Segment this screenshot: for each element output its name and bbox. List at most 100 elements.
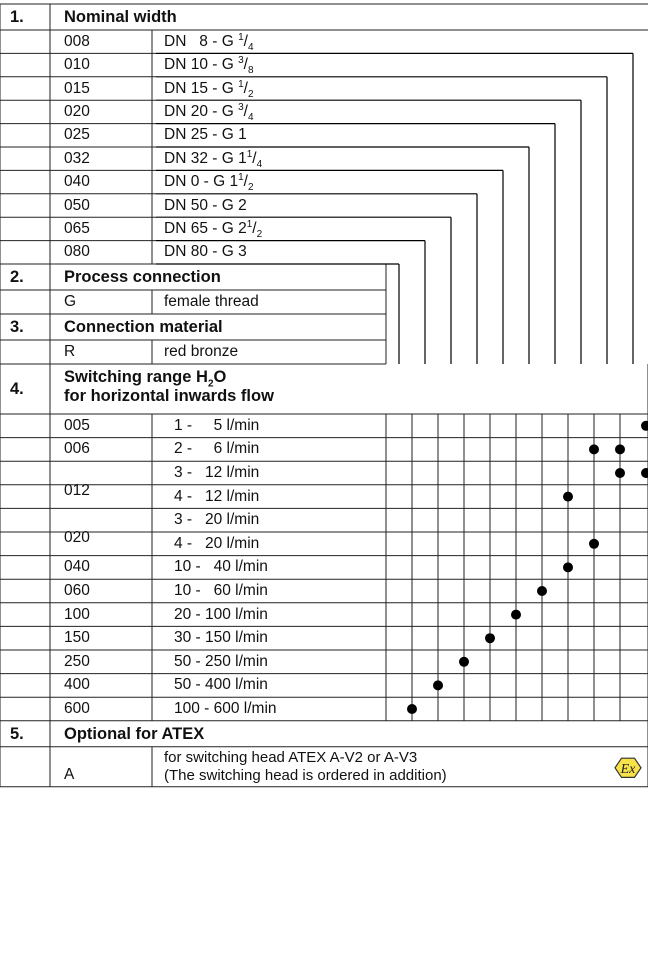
selection-dot (459, 656, 469, 667)
nominal-width-label: DN 0 - G 11/2 (164, 171, 254, 194)
nominal-width-code: 010 (64, 56, 90, 74)
switching-range-label: 3 - 12 l/min (174, 464, 260, 481)
switching-range-label: 50 - 400 l/min (174, 676, 268, 694)
fraction-denominator: 2 (247, 88, 254, 100)
selection-dot (407, 704, 417, 714)
nominal-width-text: DN 50 - G 2 (164, 196, 247, 214)
nominal-width-code: 025 (64, 126, 90, 144)
process_connection-code: G (64, 293, 77, 310)
selection-dot (615, 468, 625, 478)
nominal-width-code: 065 (64, 219, 90, 237)
nominal-width-code: 008 (64, 32, 90, 50)
section-title: Process connection (64, 268, 221, 286)
fraction-denominator: 4 (247, 111, 254, 123)
nominal-width-label: DN 32 - G 11/4 (164, 148, 263, 170)
atex-description-line2: (The switching head is ordered in additi… (164, 766, 447, 784)
switching-range-label: 30 - 150 l/min (174, 629, 268, 647)
switching-range-code: 400 (64, 676, 90, 694)
switching-range-code: 250 (64, 652, 90, 670)
nominal-width-text: DN 10 - G (164, 56, 239, 74)
switching-range-code: 005 (64, 416, 90, 434)
section-number: 2. (10, 268, 24, 286)
nominal-width-text: DN 65 - G 2 (164, 219, 247, 237)
switching-range-code: 012 (64, 481, 90, 499)
nominal-width-text: DN 32 - G 1 (164, 149, 247, 167)
nominal-width-label: DN 10 - G 3/8 (164, 54, 254, 77)
switching-range-label: 4 - 12 l/min (174, 487, 260, 505)
nominal-width-text: DN 15 - G (164, 79, 239, 97)
selection-dot (563, 562, 573, 573)
switching-range-label: 10 - 40 l/min (174, 558, 268, 576)
switching-range-code: 020 (64, 529, 90, 546)
fraction-numerator: 3 (238, 101, 244, 113)
section-number: 1. (10, 8, 24, 26)
fraction-numerator: 1 (238, 171, 244, 183)
nominal-width-label: DN 25 - G 1 (164, 127, 247, 143)
connection_material-label: red bronze (164, 343, 239, 360)
atex-ex-icon-label: Ex (620, 762, 637, 777)
fraction-numerator: 1 (246, 218, 253, 230)
fraction-denominator: 4 (256, 158, 263, 170)
nominal-width-text: DN 20 - G (164, 102, 239, 120)
selection-dot (537, 586, 547, 596)
section-title-part: O (213, 368, 227, 386)
nominal-width-text: DN 80 - G 3 (164, 243, 247, 261)
section-subtitle: for horizontal inwards flow (64, 387, 274, 405)
selection-dot (641, 468, 648, 478)
switching-range-label: 50 - 250 l/min (174, 652, 268, 670)
nominal-width-text: DN 25 - G 1 (164, 126, 247, 144)
selection-dot (433, 680, 443, 691)
section-title: Optional for ATEX (64, 724, 205, 743)
fraction-denominator: 4 (247, 41, 254, 53)
switching-range-label: 4 - 20 l/min (174, 534, 260, 552)
switching-range-label: 10 - 60 l/min (174, 582, 268, 599)
selection-dot (615, 444, 625, 455)
switching-range-code: 060 (64, 582, 90, 599)
nominal-width-label: DN 8 - G 1/4 (164, 31, 254, 53)
switching-range-label: 100 - 600 l/min (174, 700, 277, 717)
nominal-width-label: DN 20 - G 3/4 (164, 101, 254, 123)
fraction-numerator: 1 (246, 148, 253, 160)
section-number: 3. (10, 318, 24, 336)
switching-range-label: 1 - 5 l/min (174, 416, 260, 434)
nominal-width-text: DN 0 - G 1 (164, 173, 239, 191)
nominal-width-code: 050 (64, 196, 90, 214)
atex-code: A (64, 765, 75, 783)
section-number: 5. (10, 724, 24, 743)
nominal-width-label: DN 50 - G 2 (164, 196, 247, 214)
nominal-width-label: DN 15 - G 1/2 (164, 78, 254, 100)
atex-description-line1: for switching head ATEX A-V2 or A-V3 (164, 748, 418, 766)
fraction-numerator: 3 (238, 54, 244, 66)
switching-range-label: 2 - 6 l/min (174, 440, 260, 458)
selection-dot (641, 420, 648, 431)
switching-range-code: 100 (64, 605, 90, 623)
fraction-denominator: 2 (256, 228, 263, 240)
process_connection-label: female thread (164, 293, 259, 310)
atex-ex-icon (614, 757, 642, 779)
nominal-width-label: DN 80 - G 3 (164, 244, 247, 260)
selection-dot (485, 633, 495, 644)
selection-dot (589, 444, 599, 455)
switching-range-label: 3 - 20 l/min (174, 511, 260, 529)
selection-dot (563, 491, 573, 502)
selection-dot (589, 538, 599, 549)
switching-range-code: 040 (64, 558, 90, 576)
nominal-width-code: 020 (64, 102, 90, 120)
switching-range-code: 600 (64, 700, 90, 717)
fraction-numerator: 1 (238, 31, 244, 43)
switching-range-code: 150 (64, 629, 90, 647)
nominal-width-text: DN 8 - G (164, 32, 239, 50)
switching-range-label: 20 - 100 l/min (174, 605, 268, 623)
fraction-denominator: 8 (247, 65, 254, 77)
subscript: 2 (207, 378, 214, 390)
nominal-width-label: DN 65 - G 21/2 (164, 218, 263, 240)
connection_material-code: R (64, 343, 76, 360)
nominal-width-code: 032 (64, 149, 90, 167)
nominal-width-code: 040 (64, 173, 90, 191)
switching-range-code: 006 (64, 440, 90, 458)
section-title-part: Switching range H (64, 368, 208, 386)
fraction-denominator: 2 (247, 182, 254, 194)
fraction-numerator: 1 (238, 78, 244, 90)
nominal-width-code: 015 (64, 79, 90, 97)
